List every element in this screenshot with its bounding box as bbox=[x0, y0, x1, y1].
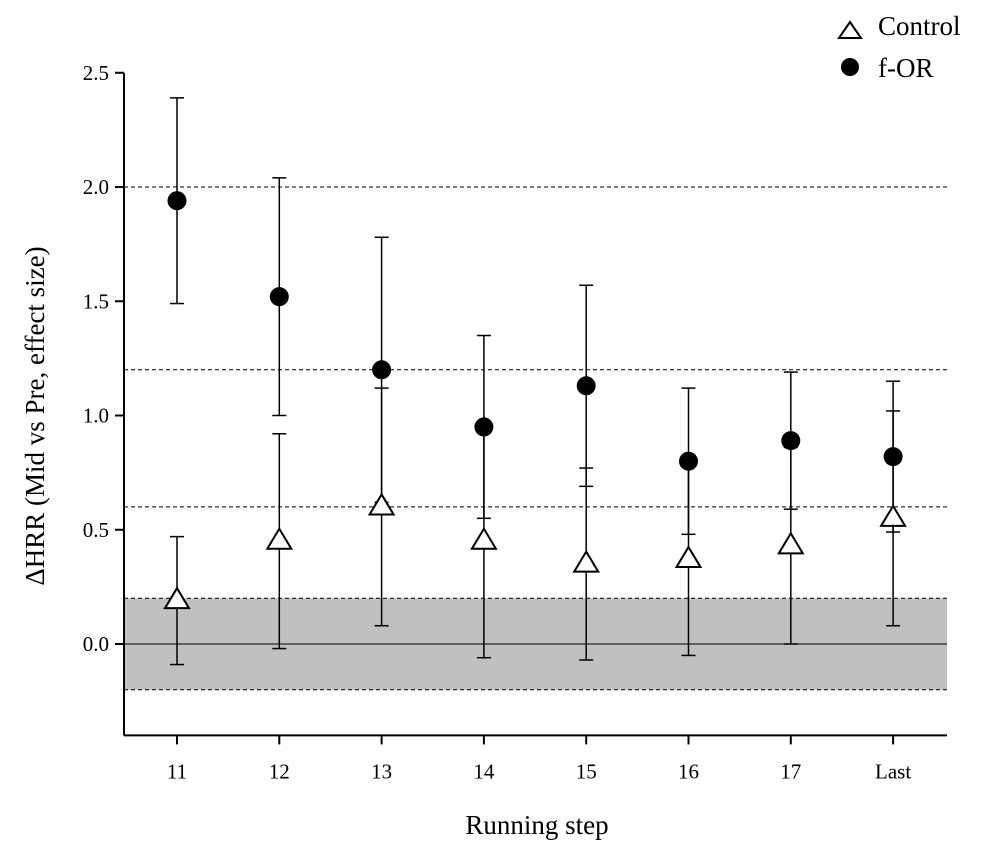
data-point-f-or bbox=[372, 360, 392, 380]
y-tick-label: 0.5 bbox=[83, 518, 109, 542]
y-tick-label: 1.5 bbox=[83, 289, 109, 313]
y-tick-label: 0.0 bbox=[83, 632, 109, 656]
data-point-control bbox=[777, 531, 805, 555]
x-tick-label: 17 bbox=[780, 759, 801, 783]
data-point-control bbox=[265, 526, 294, 550]
x-tick-label: 12 bbox=[269, 759, 290, 783]
legend-item-f-or: f-OR bbox=[841, 53, 934, 83]
x-tick-label: Last bbox=[875, 759, 911, 783]
x-tick-label: 11 bbox=[167, 759, 187, 783]
data-point-f-or bbox=[167, 191, 187, 211]
data-point-control bbox=[163, 586, 191, 610]
x-tick-label: 14 bbox=[473, 759, 495, 783]
legend-circle-icon bbox=[841, 58, 859, 76]
x-tick-label: 15 bbox=[576, 759, 597, 783]
data-point-control bbox=[879, 503, 907, 527]
legend-label-f-or: f-OR bbox=[878, 53, 934, 83]
data-point-control bbox=[470, 526, 498, 550]
data-point-f-or bbox=[883, 447, 903, 467]
data-point-f-or bbox=[679, 451, 698, 471]
data-point-f-or bbox=[269, 287, 289, 307]
legend: Control f-OR bbox=[837, 11, 961, 83]
y-tick-label: 2.5 bbox=[83, 61, 109, 85]
x-tick-label: 16 bbox=[678, 759, 699, 783]
data-point-f-or bbox=[576, 376, 596, 396]
data-point-control bbox=[572, 549, 600, 573]
data-point-control bbox=[674, 545, 703, 569]
data-point-f-or bbox=[474, 417, 494, 437]
y-axis-title: ΔHRR (Mid vs Pre, effect size) bbox=[20, 246, 50, 585]
legend-label-control: Control bbox=[878, 11, 961, 41]
x-axis-title: Running step bbox=[465, 810, 608, 840]
legend-triangle-icon bbox=[837, 20, 863, 39]
data-point-f-or bbox=[781, 431, 801, 451]
data-point-control bbox=[367, 492, 396, 516]
plot-area: 0.0 0.5 1.0 1.5 2.0 2.5 11 12 13 14 15 16 17 Last bbox=[83, 61, 947, 783]
y-tick-label: 2.0 bbox=[83, 175, 109, 199]
x-tick-label: 13 bbox=[371, 759, 392, 783]
y-tick-label: 1.0 bbox=[83, 404, 109, 428]
legend-item-control: Control bbox=[837, 11, 961, 41]
